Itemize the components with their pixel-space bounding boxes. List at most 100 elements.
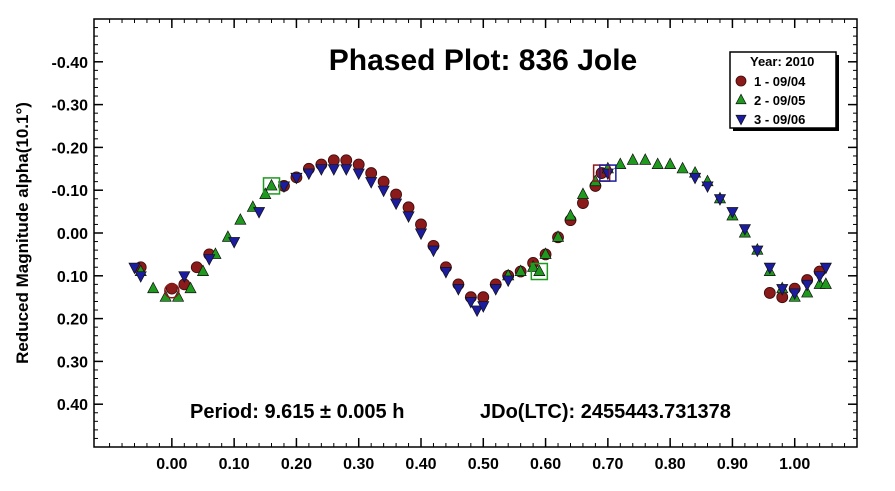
highlighted-point (262, 177, 281, 195)
legend: Year: 2010 1 - 09/04 2 - 09/05 3 - 09/06 (729, 51, 839, 131)
data-point (527, 260, 540, 272)
data-point (390, 188, 402, 201)
data-point (701, 181, 714, 193)
x-tick-label: 0.90 (717, 456, 748, 473)
data-point (290, 172, 303, 185)
data-point (402, 211, 415, 223)
data-point (464, 297, 477, 309)
data-point (813, 271, 826, 283)
data-point (688, 172, 702, 185)
y-tick-label: -0.10 (52, 183, 89, 200)
epoch-annotation: JDo(LTC): 2455443.731378 (480, 401, 731, 423)
y-tick-label: -0.30 (52, 98, 89, 115)
highlighted-point (530, 262, 549, 281)
data-point (763, 287, 776, 299)
data-point (564, 208, 577, 221)
data-point (203, 254, 216, 266)
data-point (477, 301, 490, 313)
data-points (128, 153, 832, 318)
legend-marker (735, 75, 747, 87)
data-point (390, 198, 403, 211)
x-tick-label: 0.40 (405, 456, 436, 473)
data-point (819, 262, 832, 275)
highlighted-point (164, 283, 180, 299)
data-point (439, 267, 452, 279)
y-tick-label: -0.40 (52, 55, 89, 72)
y-tick-label: 0.20 (57, 312, 88, 329)
data-point (365, 167, 378, 179)
data-point (577, 197, 589, 209)
data-point (147, 281, 160, 294)
data-point (639, 153, 652, 165)
data-point (726, 207, 739, 219)
x-tick-label: 0.60 (530, 456, 561, 473)
data-point (427, 245, 440, 258)
data-point (414, 228, 428, 241)
data-point (365, 177, 378, 189)
legend-shadow-bottom (733, 128, 839, 131)
legend-marker (735, 114, 747, 126)
x-tick-label: 0.70 (592, 456, 623, 473)
data-point (489, 284, 502, 296)
x-tick-label: 0.80 (655, 456, 686, 473)
data-point (788, 288, 801, 300)
data-point (415, 218, 427, 231)
data-point (470, 305, 484, 318)
y-axis-title: Reduced Magnitude alpha(10.1°) (13, 102, 32, 364)
y-tick-label: 0.30 (57, 354, 88, 371)
data-point (551, 230, 565, 242)
data-point (801, 279, 814, 292)
data-point (452, 284, 465, 296)
data-point (234, 213, 247, 225)
data-point (302, 168, 315, 181)
data-point (626, 153, 639, 165)
data-point (277, 181, 291, 193)
data-point (196, 264, 210, 276)
legend-entries: 1 - 09/04 2 - 09/05 3 - 09/06 (735, 74, 806, 127)
highlighted-point (599, 164, 617, 182)
data-point (377, 175, 390, 188)
y-tick-label: 0.00 (57, 226, 88, 243)
data-point (819, 277, 832, 289)
data-point (651, 157, 664, 169)
x-tick-label: 0.20 (281, 456, 312, 473)
data-point (340, 154, 353, 167)
data-point (265, 178, 278, 191)
data-point (751, 245, 764, 258)
x-tick-label: 0.00 (156, 456, 187, 473)
y-tick-label: -0.20 (52, 140, 89, 157)
x-tick-label: 1.00 (779, 456, 810, 473)
axis-ticks: 0.00 0.10 0.20 0.30 0.40 0.50 0.60 0.70 0.80 0.90… (52, 19, 857, 473)
data-point (377, 185, 390, 198)
data-point (402, 201, 415, 214)
data-point (252, 207, 266, 219)
data-point (502, 275, 515, 288)
data-point (178, 271, 191, 283)
legend-entry-label: 2 - 09/05 (754, 93, 805, 108)
legend-entry-label: 1 - 09/04 (754, 74, 806, 89)
data-point (713, 194, 727, 206)
data-point (184, 281, 197, 294)
data-point (601, 168, 614, 181)
legend-shadow-right (836, 55, 839, 131)
data-point (539, 247, 552, 259)
data-point (676, 161, 689, 174)
data-point (776, 284, 789, 296)
data-point (763, 262, 776, 275)
period-annotation: Period: 9.615 ± 0.005 h (190, 401, 404, 423)
data-point (352, 168, 365, 181)
data-point (327, 164, 340, 176)
data-point (352, 158, 365, 171)
data-point (533, 264, 546, 276)
x-tick-label: 0.30 (343, 456, 374, 473)
legend-marker (735, 93, 747, 105)
data-point (514, 264, 527, 276)
data-point (315, 164, 328, 176)
data-point (576, 187, 590, 199)
chart-title: Phased Plot: 836 Jole (329, 44, 637, 77)
data-point (738, 224, 751, 236)
data-point (327, 154, 340, 167)
legend-title: Year: 2010 (750, 54, 814, 69)
x-tick-label: 0.50 (468, 456, 499, 473)
